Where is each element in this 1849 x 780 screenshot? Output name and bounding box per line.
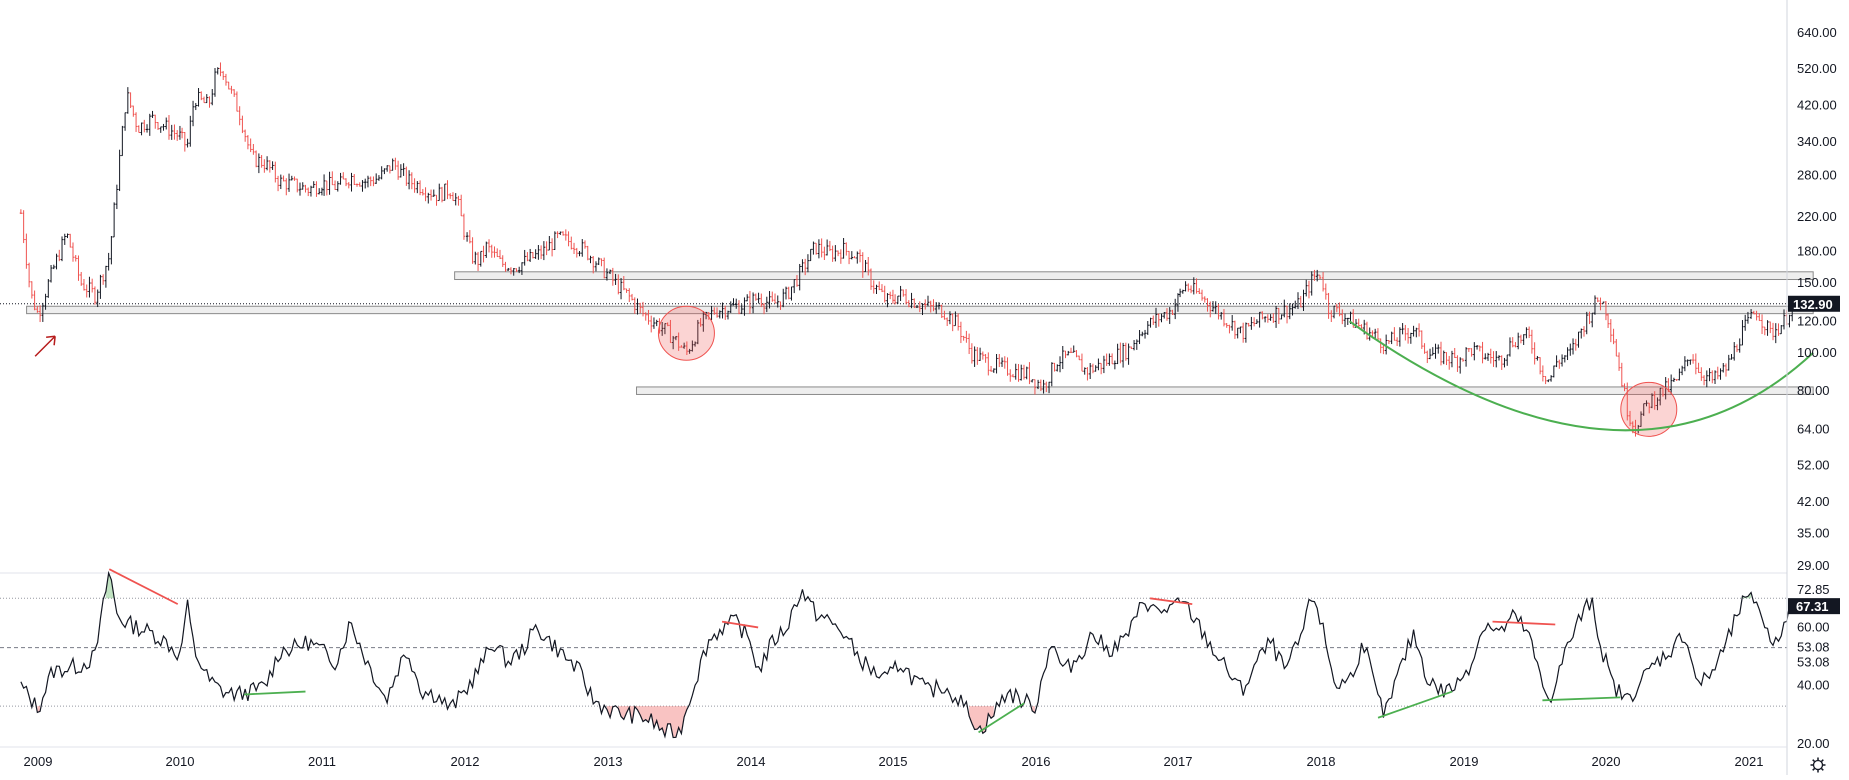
price-tick-label: 35.00	[1797, 526, 1830, 541]
oscillator-tick-label: 72.85	[1797, 582, 1830, 597]
price-tick-label: 100.00	[1797, 345, 1837, 360]
divergence-line[interactable]	[244, 690, 306, 696]
oscillator-panel[interactable]	[0, 568, 1793, 739]
price-tick-label: 520.00	[1797, 61, 1837, 76]
divergence-line[interactable]	[721, 620, 759, 629]
price-tick-label: 80.00	[1797, 383, 1830, 398]
divergence-line[interactable]	[1542, 696, 1621, 702]
price-tick-label: 52.00	[1797, 457, 1830, 472]
divergence-line[interactable]	[1492, 620, 1556, 626]
time-tick-label: 2018	[1307, 754, 1336, 769]
oversold-fill	[969, 706, 994, 734]
price-tick-label: 220.00	[1797, 209, 1837, 224]
time-axis[interactable]: 2009 2010 2011 2012 2013 2014 2015 2016 2017 2018…	[0, 746, 1826, 773]
divergence-line[interactable]	[1149, 597, 1193, 606]
oversold-fill	[606, 706, 613, 718]
price-tick-label: 42.00	[1797, 494, 1830, 509]
divergence-line[interactable]	[1377, 690, 1453, 719]
price-tick-label: 64.00	[1797, 422, 1830, 437]
price-tick-label: 420.00	[1797, 98, 1837, 113]
time-tick-label: 2012	[451, 754, 480, 769]
oscillator-tick-label: 53.08	[1797, 640, 1830, 655]
time-tick-label: 2010	[166, 754, 195, 769]
price-tick-label: 280.00	[1797, 167, 1837, 182]
time-tick-label: 2014	[737, 754, 766, 769]
time-tick-label: 2015	[879, 754, 908, 769]
price-panel[interactable]	[0, 62, 1814, 437]
oscillator-tick-label: 60.00	[1797, 619, 1830, 634]
divergence-line[interactable]	[978, 702, 1025, 734]
oscillator-tick-label: 40.00	[1797, 678, 1830, 693]
price-tick-label: 150.00	[1797, 275, 1837, 290]
time-tick-label: 2017	[1164, 754, 1193, 769]
price-tick-label: 180.00	[1797, 244, 1837, 259]
resistance-zone[interactable]	[636, 386, 1814, 395]
time-tick-label: 2019	[1450, 754, 1479, 769]
price-tick-label: 340.00	[1797, 134, 1837, 149]
time-tick-label: 2021	[1735, 754, 1764, 769]
resistance-zone[interactable]	[454, 271, 1814, 281]
oscillator-tick-label: 53.08	[1797, 655, 1830, 670]
highlight-circle[interactable]	[1620, 381, 1678, 437]
cup-arc[interactable]	[1348, 320, 1814, 432]
time-tick-label: 2011	[308, 754, 336, 769]
time-tick-label: 2020	[1592, 754, 1621, 769]
oscillator-last-label: 67.31	[1796, 599, 1829, 614]
oscillator-last-badge	[1788, 598, 1840, 615]
price-axis[interactable]: 640.00 520.00 420.00 340.00 280.00 220.00 180.…	[1786, 0, 1840, 775]
time-tick-label: 2016	[1022, 754, 1051, 769]
last-price-badge	[1788, 295, 1840, 312]
price-tick-label: 120.00	[1797, 313, 1837, 328]
oscillator-tick-label: 20.00	[1797, 736, 1830, 751]
price-tick-label: 640.00	[1797, 25, 1837, 40]
price-tick-label: 29.00	[1797, 558, 1830, 573]
highlight-circle[interactable]	[657, 305, 715, 361]
overbought-fill	[1742, 592, 1752, 599]
time-tick-label: 2013	[594, 754, 623, 769]
oversold-fill	[618, 706, 687, 738]
last-price-label: 132.90	[1793, 297, 1833, 312]
time-tick-label: 2009	[24, 754, 53, 769]
gear-icon[interactable]	[1810, 757, 1826, 773]
arrow-annotation[interactable]	[34, 335, 56, 357]
oversold-fill	[37, 706, 41, 713]
oscillator-line[interactable]	[20, 570, 1793, 739]
divergence-line[interactable]	[108, 568, 179, 605]
